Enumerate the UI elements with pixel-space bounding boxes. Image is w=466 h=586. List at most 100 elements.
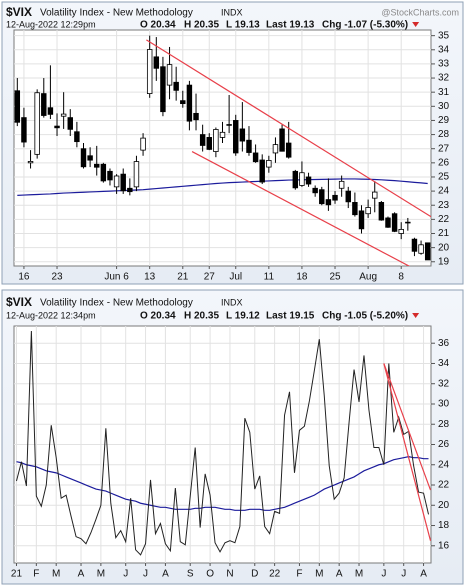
candle-body: [352, 202, 358, 216]
candle-body: [193, 112, 199, 121]
y-tick-label: 24: [438, 459, 450, 470]
candle-body: [173, 81, 179, 91]
quote-item: Last 19.13: [266, 20, 315, 31]
exchange: INDX: [221, 297, 243, 307]
candle-body: [54, 125, 60, 129]
candle-body: [332, 194, 338, 201]
plot-layer: [14, 35, 431, 266]
y-tick-label: 30: [438, 101, 450, 112]
x-tick-label: 21: [11, 569, 23, 580]
candle-body: [120, 173, 126, 192]
candle-body: [246, 139, 252, 153]
quote-item: L 19.13: [226, 20, 260, 31]
candle-body: [219, 131, 226, 138]
candle-body: [100, 163, 107, 182]
watermark: @StockCharts.com: [381, 7, 459, 17]
x-tick-label: 27: [204, 272, 216, 283]
y-tick-label: 26: [438, 157, 450, 168]
x-tick-label: 22: [269, 569, 281, 580]
candle-body: [338, 180, 345, 189]
x-tick-label: A: [336, 569, 343, 580]
candle-body: [113, 175, 120, 188]
candle-body: [405, 221, 411, 224]
quote-item: L 19.12: [226, 311, 260, 322]
trendline: [191, 151, 411, 266]
quote-item: Last 19.15: [266, 311, 315, 322]
candle-body: [372, 191, 378, 199]
candle-body: [206, 137, 212, 150]
x-tick-label: M: [315, 569, 323, 580]
y-tick-label: 35: [438, 30, 450, 41]
candle-body: [418, 244, 424, 254]
candle-body: [21, 117, 27, 143]
candle-body: [60, 113, 67, 117]
candle-body: [391, 213, 398, 232]
quote-item: H 20.35: [184, 311, 219, 322]
down-arrow: [412, 22, 420, 27]
x-tick-label: M: [97, 569, 105, 580]
y-tick-label: 31: [438, 87, 450, 98]
trendline: [146, 39, 431, 218]
candle-body: [34, 92, 40, 155]
y-tick-label: 28: [438, 419, 450, 430]
x-tick-label: J: [381, 569, 386, 580]
candle-body: [166, 64, 173, 86]
candle-body: [41, 93, 47, 116]
candle-body: [199, 134, 206, 146]
y-tick-label: 22: [438, 214, 450, 225]
candle-body: [67, 117, 73, 130]
y-tick-label: 34: [438, 358, 450, 369]
x-tick-label: 23: [51, 272, 63, 283]
candle-body: [233, 120, 239, 154]
y-tick-label: 36: [438, 338, 450, 349]
candle-body: [272, 144, 279, 154]
x-tick-label: O: [206, 569, 214, 580]
symbol: $VIX: [6, 5, 32, 19]
candle-body: [411, 238, 418, 252]
plot-layer: [15, 331, 431, 556]
y-tick-label: 29: [438, 115, 450, 126]
candle-body: [239, 128, 246, 142]
y-tick-label: 19: [438, 256, 450, 267]
candle-body: [80, 148, 87, 168]
x-tick-label: J: [123, 569, 128, 580]
x-tick-label: S: [187, 569, 194, 580]
quote-item: Chg -1.07 (-5.30%): [322, 20, 408, 31]
price-line: [15, 331, 430, 556]
x-tick-label: Jun 6: [104, 272, 129, 283]
trendline: [383, 363, 431, 491]
candle-body: [279, 128, 285, 152]
quote-item: Chg -1.05 (-5.20%): [322, 311, 408, 322]
x-tick-label: A: [420, 569, 427, 580]
index-name: Volatility Index - New Methodology: [40, 298, 193, 309]
candle-body: [27, 161, 34, 164]
candle-body: [213, 129, 219, 152]
candle-body: [285, 142, 292, 158]
candle-body: [385, 217, 391, 228]
y-tick-label: 25: [438, 172, 450, 183]
x-tick-label: 25: [329, 272, 341, 283]
candle-body: [14, 90, 21, 123]
x-tick-label: A: [162, 569, 169, 580]
quote-item: O 20.34: [140, 20, 176, 31]
x-tick-label: Jul: [229, 272, 242, 283]
y-tick-label: 33: [438, 59, 450, 70]
y-tick-label: 23: [438, 200, 450, 211]
x-tick-label: 13: [144, 272, 156, 283]
candle-body: [424, 242, 431, 261]
quote-item: H 20.35: [184, 20, 219, 31]
candle-body: [87, 155, 93, 161]
x-tick-label: 18: [296, 272, 308, 283]
y-tick-label: 20: [438, 242, 450, 253]
x-tick-label: A: [78, 569, 85, 580]
x-tick-label: N: [226, 569, 233, 580]
candle-body: [133, 161, 140, 188]
candle-body: [305, 176, 312, 185]
quote-item: O 20.34: [140, 311, 176, 322]
candle-body: [180, 100, 186, 105]
candle-body: [226, 124, 232, 126]
candle-body: [153, 56, 160, 69]
x-tick-label: J: [401, 569, 406, 580]
exchange: INDX: [221, 7, 243, 17]
